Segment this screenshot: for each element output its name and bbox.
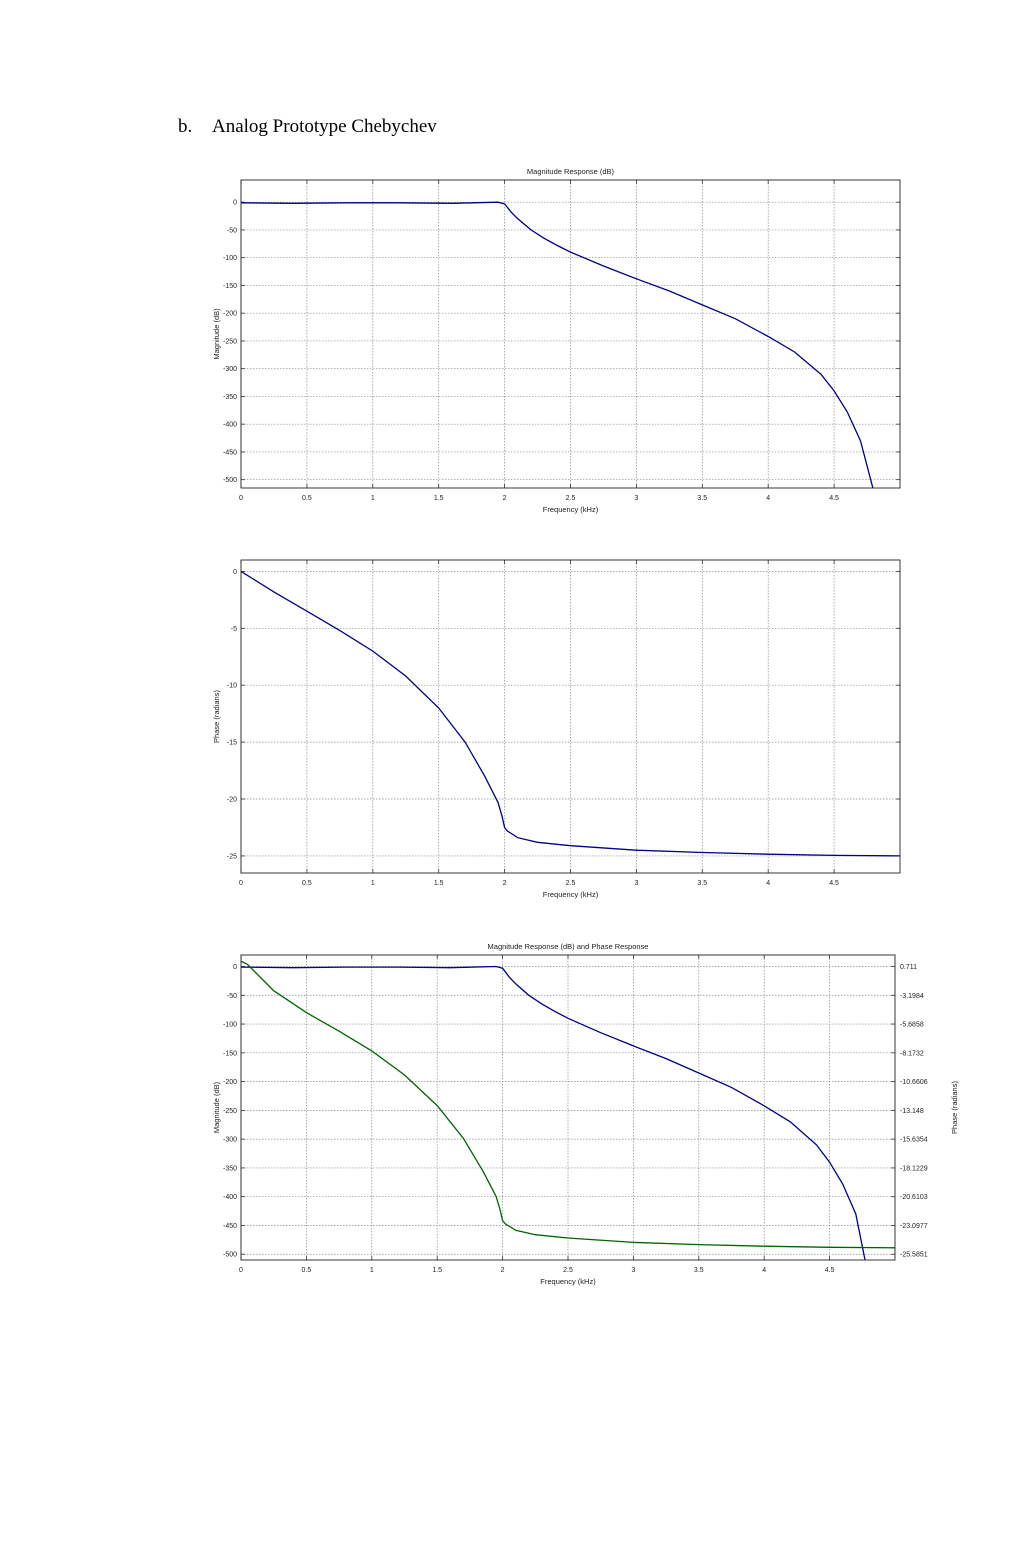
x-tick-label: 3.5 [697,880,707,887]
y2-tick-label: -15.6354 [900,1137,928,1144]
x-tick-label: 4 [762,1267,766,1274]
plot-frame [240,559,901,874]
y-tick-label: -25 [227,853,237,860]
y-tick-label: -450 [223,449,237,456]
chart-title: Magnitude Response (dB) [527,167,615,176]
x-tick-label: 4 [766,880,770,887]
x-tick-label: 2 [501,1267,505,1274]
y-tick-label: -400 [223,1194,237,1201]
y2-tick-label: -10.6606 [900,1079,928,1086]
y2-tick-label: -13.148 [900,1108,924,1115]
y-tick-label: -300 [223,366,237,373]
x-tick-label: 3.5 [697,495,707,502]
y-tick-label: -250 [223,1108,237,1115]
y-axis-label: Phase (radians) [212,690,221,743]
x-tick-label: 0 [239,1267,243,1274]
x-tick-label: 3 [634,880,638,887]
x-axis-label: Frequency (kHz) [543,505,599,514]
y-tick-label: -5 [231,626,237,633]
y-tick-label: 0 [233,569,237,576]
y-tick-label: -350 [223,1165,237,1172]
y2-tick-label: -18.1229 [900,1165,928,1172]
x-tick-label: 0 [239,880,243,887]
y-tick-label: -450 [223,1223,237,1230]
y-tick-label: -250 [223,338,237,345]
x-tick-label: 2.5 [566,880,576,887]
plot-frame [240,954,896,1261]
y-tick-label: -50 [227,993,237,1000]
y-axis-label: Magnitude (dB) [212,1081,221,1133]
y-axis-label: Magnitude (dB) [212,308,221,360]
x-tick-label: 3.5 [694,1267,704,1274]
y2-tick-label: -8.1732 [900,1050,924,1057]
series-line-phase [241,960,895,1249]
section-title: Analog Prototype Chebychev [212,116,437,137]
x-tick-label: 3 [631,1267,635,1274]
x-tick-label: 4.5 [829,880,839,887]
y-tick-label: -500 [223,477,237,484]
y-tick-label: 0 [233,964,237,971]
y2-tick-label: 0.711 [900,964,917,971]
x-tick-label: 1 [370,1267,374,1274]
y-tick-label: -100 [223,255,237,262]
series-line-primary [241,570,900,857]
chart-title: Magnitude Response (dB) and Phase Respon… [488,942,649,951]
y2-axis-label: Phase (radians) [950,1081,959,1134]
y-tick-label: -10 [227,683,237,690]
y-tick-label: -150 [223,1050,237,1057]
combined-magnitude-phase-chart: 0 0.5 1 1.5 2 2.5 3 3.5 4 4.5 0 -50 -100 -150 -200 -250… [212,942,959,1286]
y-tick-label: -350 [223,394,237,401]
section-number: b. [178,116,193,137]
series-line-primary [241,965,866,1260]
y2-tick-label: -5.6858 [900,1022,924,1029]
y2-tick-label: -20.6103 [900,1194,928,1201]
x-tick-label: 0 [239,495,243,502]
y-tick-label: -500 [223,1252,237,1259]
y2-tick-label: -3.1984 [900,993,924,1000]
x-tick-label: 0.5 [302,880,312,887]
x-axis-label: Frequency (kHz) [543,890,599,899]
section-heading: b. Analog Prototype Chebychev [178,116,437,138]
x-tick-label: 3 [634,495,638,502]
y-tick-label: -15 [227,740,237,747]
y-tick-label: -400 [223,422,237,429]
y2-tick-label: -25.5851 [900,1252,928,1259]
x-tick-label: 2 [503,880,507,887]
x-tick-label: 1.5 [434,495,444,502]
series-line-primary [241,201,874,488]
y2-tick-label: -23.0977 [900,1223,928,1230]
y-tick-label: -100 [223,1022,237,1029]
y-tick-label: -200 [223,1079,237,1086]
x-tick-label: 4.5 [829,495,839,502]
y-tick-label: 0 [233,200,237,207]
x-tick-label: 1.5 [434,880,444,887]
x-axis-label: Frequency (kHz) [540,1277,596,1286]
x-tick-label: 1 [371,495,375,502]
magnitude-chart: 0 0.5 1 1.5 2 2.5 3 3.5 4 4.5 0 -50 -100 -150 -200 -250… [212,167,901,514]
x-tick-label: 0.5 [302,1267,312,1274]
x-tick-label: 4.5 [825,1267,835,1274]
y-tick-label: -20 [227,797,237,804]
phase-chart: 0 0.5 1 1.5 2 2.5 3 3.5 4 4.5 0 -5 -10 -15 -20 -25 Frequ… [212,559,901,899]
x-tick-label: 0.5 [302,495,312,502]
x-tick-label: 1 [371,880,375,887]
plot-frame [240,179,901,489]
x-tick-label: 2.5 [566,495,576,502]
x-tick-label: 1.5 [432,1267,442,1274]
x-tick-label: 4 [766,495,770,502]
y-tick-label: -300 [223,1137,237,1144]
x-tick-label: 2.5 [563,1267,573,1274]
y-tick-label: -150 [223,283,237,290]
y-tick-label: -200 [223,311,237,318]
x-tick-label: 2 [503,495,507,502]
y-tick-label: -50 [227,227,237,234]
